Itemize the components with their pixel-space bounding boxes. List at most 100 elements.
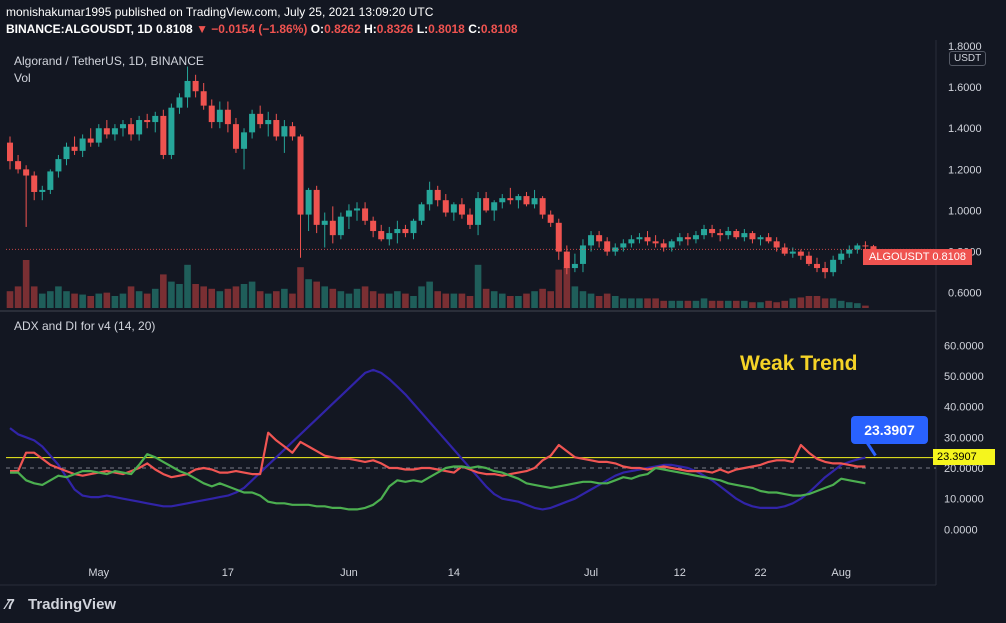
candle-body	[636, 237, 643, 240]
candle-body	[749, 233, 756, 240]
volume-bar	[200, 286, 207, 308]
volume-bar	[854, 303, 861, 308]
chart-header: monishakumar1995 published on TradingVie…	[6, 4, 518, 38]
volume-bar	[611, 296, 619, 308]
publish-info: monishakumar1995 published on TradingVie…	[6, 5, 434, 19]
candle-body	[232, 124, 239, 149]
candle-body	[854, 245, 861, 250]
candle-body	[596, 235, 603, 242]
candle-body	[838, 253, 845, 260]
volume-bar	[474, 264, 482, 308]
volume-bar	[644, 298, 651, 308]
volume-bar	[821, 298, 829, 308]
candle-body	[579, 245, 586, 264]
volume-bar	[321, 286, 329, 308]
volume-bar	[224, 288, 232, 308]
volume-bar	[458, 293, 466, 308]
volume-bar	[402, 293, 409, 308]
last-price-tag: ALGOUSDT 0.8108	[863, 249, 973, 265]
candle-body	[571, 263, 578, 269]
series-line-plus_di	[10, 431, 866, 479]
candle-body	[475, 198, 482, 225]
candle-body	[265, 120, 272, 125]
candle-body	[378, 231, 385, 240]
price-axis-tick-label: 1.6000	[948, 82, 982, 94]
series-line-minus_di	[10, 453, 866, 511]
symbol-label: BINANCE:ALGOUSDT, 1D	[6, 22, 153, 36]
candle-body	[555, 222, 562, 252]
volume-bar	[47, 291, 54, 308]
indicator-axis-tick-label: 50.0000	[944, 371, 984, 383]
ohlc-row: BINANCE:ALGOUSDT, 1D 0.8108 ▼ −0.0154 (−…	[6, 21, 518, 38]
volume-bar	[289, 293, 296, 308]
volume-bar	[240, 284, 248, 308]
candle-body	[192, 80, 199, 92]
volume-bar	[329, 288, 337, 308]
candle-body	[410, 220, 417, 234]
candle-body	[136, 120, 143, 135]
price-change: −0.0154 (−1.86%)	[211, 22, 308, 36]
candle-body	[39, 189, 46, 192]
volume-bar	[345, 293, 353, 308]
time-axis-tick-label: 14	[448, 567, 460, 579]
volume-bar	[55, 286, 62, 308]
tradingview-logo[interactable]: ⁄7 TradingView	[6, 596, 116, 613]
candle-body	[103, 128, 110, 135]
volume-bar	[361, 286, 369, 308]
currency-badge[interactable]: USDT	[949, 51, 987, 66]
candle-body	[701, 228, 708, 236]
close-value: 0.8108	[480, 22, 518, 36]
candle-body	[676, 237, 683, 242]
volume-bar	[168, 281, 175, 308]
volume-bar	[63, 291, 70, 308]
volume-bar	[733, 300, 740, 308]
candle-body	[434, 189, 441, 201]
candle-body	[563, 251, 570, 269]
candle-body	[289, 126, 296, 137]
volume-bar	[38, 293, 46, 308]
candle-body	[684, 237, 691, 240]
candle-body	[862, 245, 869, 247]
volume-bar	[87, 296, 94, 308]
candle-body	[652, 241, 659, 244]
candle-body	[781, 247, 788, 254]
adx-callout: 23.3907	[851, 416, 928, 444]
volume-bar	[192, 284, 199, 308]
volume-bar	[337, 291, 345, 308]
volume-bar	[273, 291, 280, 308]
candle-body	[483, 198, 490, 211]
candle-body	[63, 146, 70, 160]
price-axis-tick-label: 1.2000	[948, 164, 982, 176]
volume-bar	[151, 288, 159, 308]
volume-bar	[749, 302, 756, 308]
volume-bar	[531, 291, 538, 308]
high-label: H:	[364, 22, 377, 36]
volume-bar	[22, 260, 30, 308]
open-value: 0.8262	[324, 22, 361, 36]
candle-body	[822, 268, 829, 273]
candle-body	[79, 138, 86, 151]
candle-body	[426, 189, 433, 205]
volume-bar	[216, 291, 224, 308]
volume-bar	[628, 298, 635, 308]
time-axis-tick-label: 22	[754, 567, 766, 579]
candle-body	[313, 189, 320, 225]
volume-bar	[603, 293, 611, 308]
candle-body	[55, 159, 62, 172]
volume-bar	[862, 305, 869, 308]
candle-body	[870, 246, 877, 250]
price-axis-tick-label: 0.6000	[948, 288, 982, 300]
candle-body	[345, 210, 352, 217]
candle-body	[814, 263, 820, 269]
volume-bar	[394, 291, 401, 308]
volume-bar	[741, 300, 748, 308]
volume-bar	[143, 293, 151, 308]
open-label: O:	[310, 22, 325, 36]
candle-body	[297, 136, 304, 215]
candle-body	[87, 138, 94, 143]
candle-body	[773, 241, 780, 248]
high-value: 0.8326	[376, 22, 414, 36]
candle-body	[216, 109, 223, 123]
candle-body	[95, 128, 102, 143]
